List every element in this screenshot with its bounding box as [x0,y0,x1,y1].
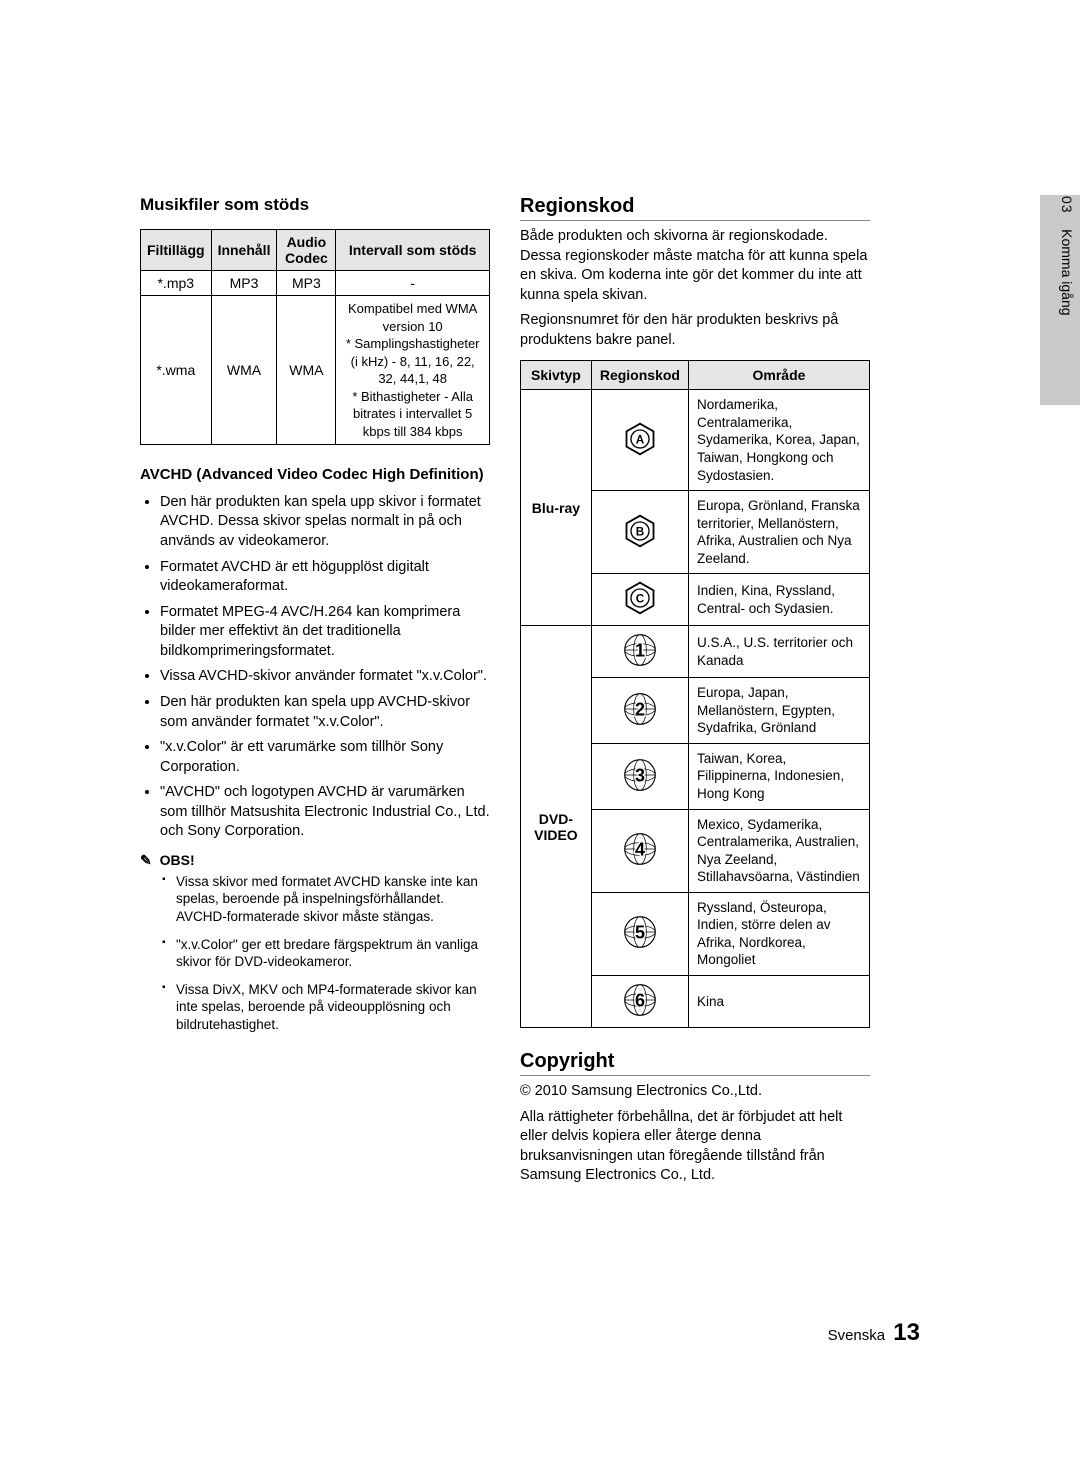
table-row: DVD-VIDEO11U.S.A., U.S. territorier och … [521,626,870,678]
cell-ext: *.mp3 [141,271,212,296]
cell-interval: - [336,271,490,296]
col-codec: Audio Codec [277,230,336,271]
region-area-cell: Europa, Japan, Mellanöstern, Egypten, Sy… [688,678,869,744]
note-item: "x.v.Color" ger ett bredare färgspektrum… [176,936,490,971]
avchd-title: AVCHD (Advanced Video Codec High Definit… [140,465,490,485]
region-code-title: Regionskod [520,195,870,221]
svg-text:C: C [636,593,645,606]
col-disctype: Skivtyp [521,361,592,390]
region-area-cell: U.S.A., U.S. territorier och Kanada [688,626,869,678]
cell-interval: Kompatibel med WMA version 10 * Sampling… [336,296,490,445]
region-paragraph: Regionsnumret för den här produkten besk… [520,311,870,350]
dvd-region-2-icon: 22 [622,691,658,727]
bluray-region-a-icon: A [622,421,658,457]
region-area-cell: Kina [688,975,869,1027]
region-icon-cell: B [591,491,688,574]
col-interval: Intervall som stöds [336,230,490,271]
dvd-region-6-icon: 66 [622,982,658,1018]
col-regioncode: Regionskod [591,361,688,390]
region-paragraph: Både produkten och skivorna är regionsko… [520,227,870,305]
music-files-title: Musikfiler som stöds [140,195,490,215]
cell-ext: *.wma [141,296,212,445]
col-ext: Filtillägg [141,230,212,271]
region-icon-cell: 66 [591,975,688,1027]
col-content: Innehåll [211,230,277,271]
list-item: Formatet MPEG-4 AVC/H.264 kan komprimera… [160,603,490,662]
dvd-region-4-icon: 44 [622,831,658,867]
copyright-title: Copyright [520,1050,870,1076]
table-row: *.wma WMA WMA Kompatibel med WMA version… [141,296,490,445]
cell-content: WMA [211,296,277,445]
dvd-region-1-icon: 11 [622,632,658,668]
svg-text:5: 5 [635,923,645,943]
right-column: Regionskod Både produkten och skivorna ä… [520,195,870,1192]
region-icon-cell: 33 [591,743,688,809]
list-item: Den här produkten kan spela upp AVCHD-sk… [160,693,490,732]
page-number: 13 [893,1319,920,1346]
list-item: "x.v.Color" är ett varumärke som tillhör… [160,738,490,777]
svg-text:2: 2 [635,699,645,719]
left-column: Musikfiler som stöds Filtillägg Innehåll… [140,195,490,1192]
obs-notes-list: Vissa skivor med formatet AVCHD kanske i… [140,873,490,1033]
region-icon-cell: C [591,574,688,626]
region-area-cell: Nordamerika, Centralamerika, Sydamerika,… [688,390,869,491]
disc-type-bluray: Blu-ray [521,390,592,626]
region-icon-cell: 11 [591,626,688,678]
region-area-cell: Indien, Kina, Ryssland, Central- och Syd… [688,574,869,626]
dvd-region-3-icon: 33 [622,757,658,793]
region-icon-cell: 22 [591,678,688,744]
bluray-region-c-icon: C [622,580,658,616]
svg-text:3: 3 [635,765,645,785]
interval-line: * Bithastigheter - Alla bitrates i inter… [342,388,483,441]
dvd-region-5-icon: 55 [622,914,658,950]
svg-text:4: 4 [635,839,645,859]
list-item: Formatet AVCHD är ett högupplöst digital… [160,558,490,597]
region-area-cell: Ryssland, Östeuropa, Indien, större dele… [688,892,869,975]
bluray-region-b-icon: B [622,513,658,549]
side-tab-label: 03 Komma igång [1059,196,1075,316]
list-item: "AVCHD" och logotypen AVCHD är varumärke… [160,783,490,842]
note-item: Vissa DivX, MKV och MP4-formaterade skiv… [176,981,490,1034]
list-item: Den här produkten kan spela upp skivor i… [160,493,490,552]
region-area-cell: Taiwan, Korea, Filippinerna, Indonesien,… [688,743,869,809]
cell-codec: WMA [277,296,336,445]
copyright-line: © 2010 Samsung Electronics Co.,Ltd. [520,1082,870,1102]
note-icon: ✎ [140,852,152,869]
svg-text:B: B [636,525,644,538]
cell-content: MP3 [211,271,277,296]
page-footer: Svenska 13 [828,1319,920,1347]
table-row: *.mp3 MP3 MP3 - [141,271,490,296]
region-icon-cell: A [591,390,688,491]
region-code-table: Skivtyp Regionskod Område Blu-rayANordam… [520,360,870,1028]
obs-label: OBS! [160,852,195,868]
svg-text:A: A [636,433,645,446]
copyright-paragraph: Alla rättigheter förbehållna, det är för… [520,1108,870,1186]
avchd-bullet-list: Den här produkten kan spela upp skivor i… [140,493,490,842]
list-item: Vissa AVCHD-skivor använder formatet "x.… [160,667,490,687]
chapter-number: 03 [1059,196,1075,214]
svg-text:1: 1 [635,641,645,661]
disc-type-dvd: DVD-VIDEO [521,626,592,1028]
obs-row: ✎ OBS! [140,852,490,869]
footer-language: Svenska [828,1327,886,1344]
interval-line: * Samplingshastigheter (i kHz) - 8, 11, … [342,335,483,388]
region-area-cell: Europa, Grönland, Franska territorier, M… [688,491,869,574]
col-area: Område [688,361,869,390]
region-area-cell: Mexico, Sydamerika, Centralamerika, Aust… [688,809,869,892]
svg-text:6: 6 [635,990,645,1010]
note-item: Vissa skivor med formatet AVCHD kanske i… [176,873,490,926]
cell-codec: MP3 [277,271,336,296]
region-icon-cell: 44 [591,809,688,892]
table-row: Blu-rayANordamerika, Centralamerika, Syd… [521,390,870,491]
music-format-table: Filtillägg Innehåll Audio Codec Interval… [140,229,490,445]
region-icon-cell: 55 [591,892,688,975]
interval-line: Kompatibel med WMA version 10 [342,300,483,335]
page-content: Musikfiler som stöds Filtillägg Innehåll… [140,195,940,1192]
chapter-name: Komma igång [1059,229,1075,315]
